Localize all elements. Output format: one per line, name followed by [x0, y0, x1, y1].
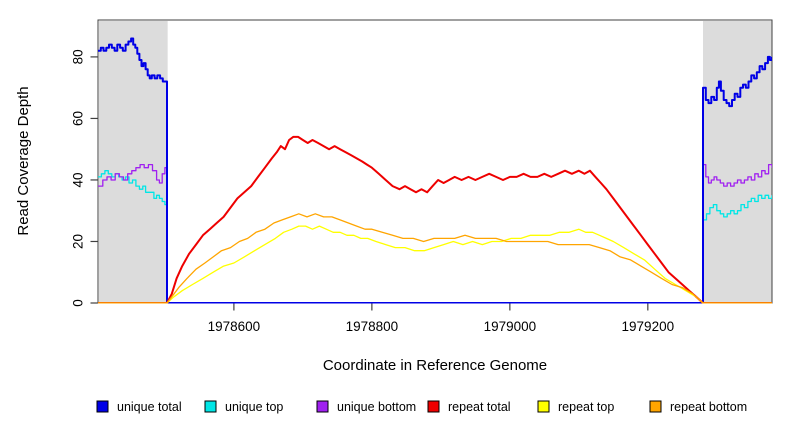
shaded-region [99, 21, 168, 303]
legend-label-repeat-bottom: repeat bottom [670, 400, 747, 414]
legend-swatch-repeat-total [427, 400, 440, 413]
legend-label-unique-total: unique total [117, 400, 182, 414]
legend-label-unique-top: unique top [225, 400, 283, 414]
series-line-repeat-bottom [98, 213, 772, 304]
plot-box-border [97, 19, 773, 304]
plot-box [97, 19, 773, 304]
series-line-repeat-total [98, 135, 772, 304]
y-tick-label: 60 [71, 111, 86, 126]
legend-swatch-repeat-top [537, 400, 550, 413]
legend: unique total unique top unique bottom repea… [96, 400, 747, 414]
x-axis-label: Coordinate in Reference Genome [323, 357, 547, 374]
legend-swatch-unique-top [204, 400, 217, 413]
legend-label-unique-bottom: unique bottom [337, 400, 416, 414]
y-axis-label: Read Coverage Depth [15, 86, 32, 235]
y-tick-label: 80 [71, 49, 86, 64]
legend-swatch-unique-bottom [316, 400, 329, 413]
x-tick-label: 1979200 [622, 319, 675, 334]
shaded-region [703, 21, 772, 303]
legend-label-repeat-total: repeat total [448, 400, 511, 414]
legend-swatch-unique-total [96, 400, 109, 413]
x-tick-label: 1978800 [346, 319, 399, 334]
y-tick-label: 40 [71, 172, 86, 187]
series-lines [98, 37, 772, 304]
x-tick-label: 1978600 [208, 319, 261, 334]
axes: 1978600 1978800 1979000 1979200 0 20 40 60 80 [71, 49, 675, 334]
y-tick-label: 0 [71, 299, 86, 307]
x-tick-label: 1979000 [484, 319, 537, 334]
series-line-repeat-top [98, 225, 772, 304]
series-line-unique-bottom [98, 163, 772, 304]
legend-label-repeat-top: repeat top [558, 400, 614, 414]
y-tick-label: 20 [71, 234, 86, 249]
legend-swatch-repeat-bottom [649, 400, 662, 413]
